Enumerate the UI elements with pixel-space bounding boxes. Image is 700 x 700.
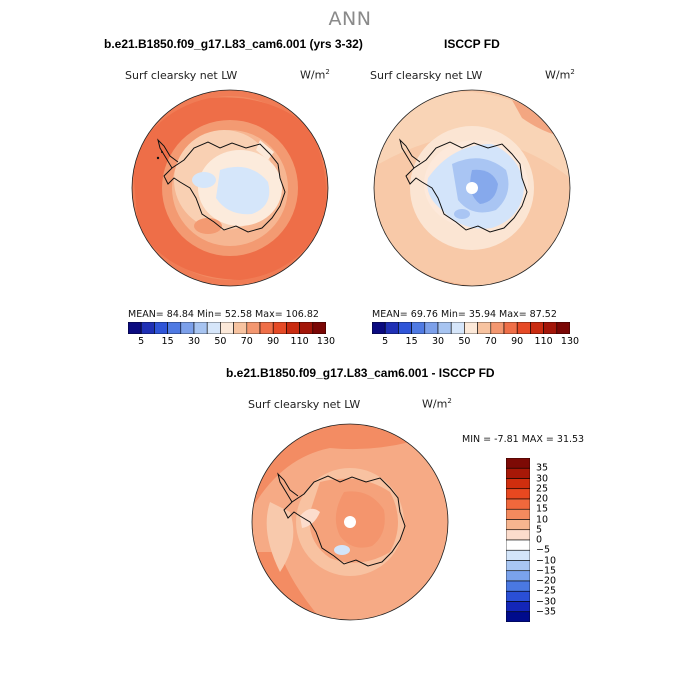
colorbar-swatch bbox=[506, 520, 530, 530]
colorbar-tick-label: 90 bbox=[267, 336, 279, 347]
colorbar-swatch bbox=[506, 509, 530, 519]
colorbar-swatch bbox=[168, 322, 181, 334]
colorbar-swatch bbox=[464, 322, 477, 334]
panel1-variable-label: Surf clearsky net LW bbox=[125, 69, 237, 82]
panel2-variable-label: Surf clearsky net LW bbox=[370, 69, 482, 82]
colorbar-swatch bbox=[506, 591, 530, 601]
panel2-units: W/m2 bbox=[545, 68, 575, 82]
colorbar-swatch bbox=[286, 322, 299, 334]
colorbar-tick-label: 30 bbox=[432, 336, 444, 347]
colorbar-tick-label: 130 bbox=[317, 336, 335, 347]
colorbar-swatch bbox=[506, 499, 530, 509]
panel2-case-title: ISCCP FD bbox=[444, 37, 500, 51]
colorbar-swatch bbox=[478, 322, 491, 334]
panel1-case-title: b.e21.B1850.f09_g17.L83_cam6.001 (yrs 3-… bbox=[104, 37, 363, 51]
colorbar-swatch bbox=[141, 322, 154, 334]
colorbar-swatch bbox=[234, 322, 247, 334]
colorbar-swatch bbox=[506, 540, 530, 550]
colorbar-swatch bbox=[273, 322, 286, 334]
colorbar-tick-label: 15 bbox=[406, 336, 418, 347]
colorbar-swatch bbox=[300, 322, 313, 334]
colorbar-tick-label: 70 bbox=[241, 336, 253, 347]
colorbar-swatch bbox=[506, 571, 530, 581]
colorbar-tick-label: −35 bbox=[536, 606, 556, 617]
colorbar-tick-label: 70 bbox=[485, 336, 497, 347]
colorbar-swatch bbox=[530, 322, 543, 334]
panel3-polar-map bbox=[250, 422, 450, 622]
colorbar-swatch bbox=[385, 322, 398, 334]
colorbar-swatch bbox=[438, 322, 451, 334]
colorbar-tick-label: 50 bbox=[458, 336, 470, 347]
panel2-colorbar bbox=[372, 322, 570, 334]
colorbar-tick-label: 110 bbox=[291, 336, 309, 347]
colorbar-swatch bbox=[506, 561, 530, 571]
panel3-case-title: b.e21.B1850.f09_g17.L83_cam6.001 - ISCCP… bbox=[226, 366, 495, 380]
colorbar-swatch bbox=[398, 322, 411, 334]
panel1-stats: MEAN= 84.84 Min= 52.58 Max= 106.82 bbox=[128, 309, 319, 320]
colorbar-swatch bbox=[557, 322, 570, 334]
colorbar-swatch bbox=[372, 322, 385, 334]
figure-title: ANN bbox=[0, 8, 700, 30]
colorbar-tick-label: 15 bbox=[162, 336, 174, 347]
panel1-polar-map bbox=[130, 88, 330, 288]
colorbar-swatch bbox=[220, 322, 233, 334]
colorbar-swatch bbox=[247, 322, 260, 334]
colorbar-tick-label: 30 bbox=[188, 336, 200, 347]
colorbar-swatch bbox=[506, 550, 530, 560]
colorbar-swatch bbox=[506, 479, 530, 489]
colorbar-tick-label: 50 bbox=[214, 336, 226, 347]
colorbar-swatch bbox=[425, 322, 438, 334]
panel1-colorbar bbox=[128, 322, 326, 334]
colorbar-tick-label: 5 bbox=[382, 336, 388, 347]
panel2-colorbar-labels: 51530507090110130 bbox=[372, 336, 570, 348]
colorbar-swatch bbox=[207, 322, 220, 334]
panel1-colorbar-labels: 51530507090110130 bbox=[128, 336, 326, 348]
colorbar-swatch bbox=[506, 530, 530, 540]
colorbar-swatch bbox=[412, 322, 425, 334]
colorbar-swatch bbox=[313, 322, 326, 334]
colorbar-tick-label: 110 bbox=[535, 336, 553, 347]
colorbar-swatch bbox=[506, 468, 530, 478]
panel3-stats: MIN = -7.81 MAX = 31.53 bbox=[462, 434, 584, 445]
colorbar-tick-label: 5 bbox=[138, 336, 144, 347]
colorbar-swatch bbox=[154, 322, 167, 334]
colorbar-tick-label: 90 bbox=[511, 336, 523, 347]
colorbar-swatch bbox=[544, 322, 557, 334]
colorbar-swatch bbox=[506, 581, 530, 591]
panel3-colorbar-labels: 35302520151050−5−10−15−20−25−30−35 bbox=[536, 458, 566, 622]
colorbar-swatch bbox=[491, 322, 504, 334]
colorbar-swatch bbox=[506, 602, 530, 612]
colorbar-swatch bbox=[504, 322, 517, 334]
panel2-stats: MEAN= 69.76 Min= 35.94 Max= 87.52 bbox=[372, 309, 557, 320]
colorbar-swatch bbox=[517, 322, 530, 334]
colorbar-tick-label: 130 bbox=[561, 336, 579, 347]
panel1-units: W/m2 bbox=[300, 68, 330, 82]
colorbar-swatch bbox=[506, 489, 530, 499]
panel3-colorbar bbox=[506, 458, 530, 622]
colorbar-swatch bbox=[506, 458, 530, 468]
panel3-units: W/m2 bbox=[422, 397, 452, 411]
panel2-polar-map bbox=[372, 88, 572, 288]
panel3-variable-label: Surf clearsky net LW bbox=[248, 398, 360, 411]
colorbar-swatch bbox=[181, 322, 194, 334]
colorbar-swatch bbox=[128, 322, 141, 334]
colorbar-swatch bbox=[451, 322, 464, 334]
colorbar-swatch bbox=[260, 322, 273, 334]
colorbar-swatch bbox=[194, 322, 207, 334]
colorbar-swatch bbox=[506, 612, 530, 622]
